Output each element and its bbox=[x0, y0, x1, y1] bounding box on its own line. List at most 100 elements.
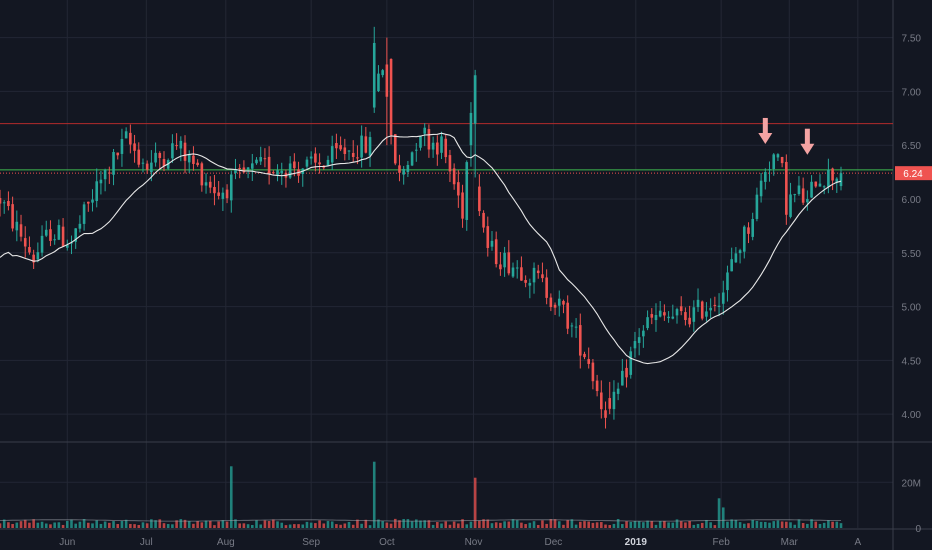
volume-bar bbox=[19, 521, 23, 528]
arrow-head bbox=[800, 143, 815, 155]
candle-body bbox=[229, 174, 233, 201]
volume-bar bbox=[726, 521, 729, 528]
volume-bar bbox=[276, 521, 279, 528]
volume-bar bbox=[473, 477, 477, 528]
candle-body bbox=[524, 279, 527, 283]
volume-bar bbox=[129, 523, 132, 528]
volume-bar bbox=[671, 522, 675, 528]
candle-body bbox=[818, 183, 822, 187]
volume-bar bbox=[414, 519, 418, 528]
volume-bar bbox=[309, 522, 313, 528]
candle-body bbox=[570, 325, 574, 327]
volume-bar bbox=[751, 519, 754, 528]
candle-body bbox=[734, 253, 738, 263]
volume-bar bbox=[0, 523, 2, 528]
volume-bar bbox=[238, 523, 241, 528]
volume-bar bbox=[255, 520, 258, 528]
volume-bar bbox=[663, 520, 666, 528]
candle-body bbox=[305, 159, 309, 167]
candle-body bbox=[364, 136, 368, 153]
volume-bar bbox=[208, 520, 212, 528]
volume-bar bbox=[263, 520, 267, 528]
candle-body bbox=[330, 146, 334, 163]
volume-bar bbox=[335, 524, 338, 528]
candle-body bbox=[427, 129, 431, 150]
volume-bar bbox=[801, 523, 805, 528]
candle-body bbox=[213, 186, 216, 194]
candle-body bbox=[730, 259, 733, 272]
volume-bar bbox=[200, 522, 204, 528]
volume-bar bbox=[305, 521, 309, 528]
candle-body bbox=[671, 316, 675, 319]
candle-body bbox=[419, 136, 422, 148]
candle-body bbox=[192, 155, 195, 164]
candle-body bbox=[600, 392, 603, 410]
price-tick-label: 5.00 bbox=[902, 303, 922, 314]
candle-body bbox=[280, 170, 284, 174]
volume-bar bbox=[562, 524, 565, 528]
volume-bar bbox=[145, 523, 149, 528]
candle-body bbox=[91, 199, 94, 203]
candle-body bbox=[158, 152, 162, 158]
volume-bar bbox=[515, 520, 519, 528]
candle-body bbox=[583, 353, 586, 358]
candle-body bbox=[145, 163, 149, 170]
candle-body bbox=[608, 398, 612, 409]
candle-body bbox=[154, 152, 157, 163]
volume-bar bbox=[330, 521, 334, 528]
volume-bar bbox=[427, 520, 431, 528]
candle-body bbox=[124, 131, 128, 139]
volume-bar bbox=[789, 522, 792, 528]
volume-bar bbox=[452, 521, 456, 528]
volume-average-line bbox=[0, 519, 842, 522]
candle-body bbox=[200, 163, 204, 186]
volume-bar bbox=[780, 521, 784, 528]
volume-bar bbox=[667, 522, 670, 528]
volume-bar bbox=[217, 521, 220, 528]
volume-bar bbox=[705, 519, 708, 528]
volume-bar bbox=[713, 525, 717, 528]
volume-bar bbox=[629, 521, 633, 528]
candle-body bbox=[339, 145, 342, 150]
volume-bar bbox=[284, 525, 288, 528]
volume-bar bbox=[162, 523, 166, 528]
time-tick-label: Feb bbox=[713, 537, 731, 548]
candle-body bbox=[44, 229, 48, 236]
candle-body bbox=[604, 410, 607, 418]
candle-body bbox=[625, 367, 628, 378]
candle-body bbox=[389, 58, 393, 136]
candle-body bbox=[351, 152, 355, 157]
volume-bar bbox=[356, 519, 359, 528]
volume-bar bbox=[166, 524, 170, 528]
candle-body bbox=[637, 337, 641, 343]
arrow-head bbox=[758, 132, 773, 144]
candle-body bbox=[120, 139, 124, 154]
volume-bar bbox=[831, 521, 834, 528]
volume-bar bbox=[372, 461, 376, 528]
volume-bar bbox=[490, 523, 494, 528]
volume-bar bbox=[503, 521, 506, 528]
price-tick-label: 7.50 bbox=[902, 34, 922, 45]
candle-body bbox=[717, 305, 721, 307]
candle-body bbox=[276, 170, 279, 175]
candle-body bbox=[11, 204, 14, 229]
candle-body bbox=[82, 204, 86, 224]
candle-body bbox=[557, 298, 561, 306]
volume-layer bbox=[0, 461, 843, 528]
candle-body bbox=[7, 200, 10, 207]
candle-body bbox=[263, 158, 267, 160]
candle-body bbox=[234, 169, 237, 174]
volume-bar bbox=[835, 521, 839, 528]
last-price-label: 6.24 bbox=[903, 169, 923, 180]
candle-body bbox=[217, 192, 220, 196]
candle-body bbox=[759, 180, 763, 197]
candle-body bbox=[95, 181, 99, 201]
candle-body bbox=[738, 250, 742, 254]
volume-bar bbox=[87, 522, 90, 528]
volume-bar bbox=[95, 520, 99, 528]
candle-body bbox=[242, 167, 246, 173]
candle-body bbox=[667, 316, 670, 319]
candle-body bbox=[162, 158, 166, 167]
